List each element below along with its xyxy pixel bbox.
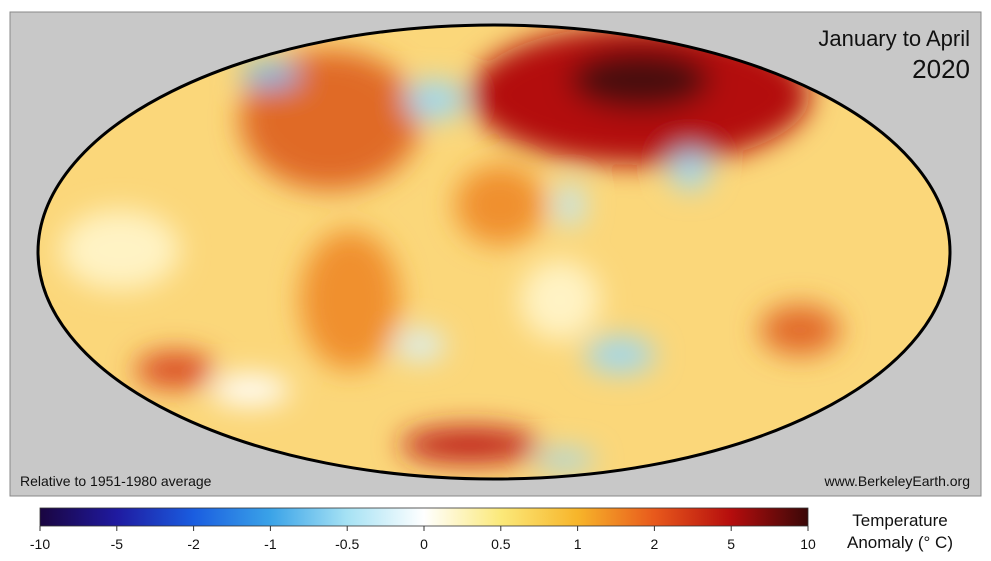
colorbar-ticks: -10 -5 -2 -1 -0.5 0 0.5 1 2 5 10 — [30, 526, 816, 552]
colorbar-title: Temperature — [852, 511, 947, 530]
colorbar-tick-label: 0 — [420, 536, 428, 552]
colorbar-tick-label: -5 — [111, 536, 124, 552]
globe-outline — [36, 23, 952, 481]
colorbar — [39, 507, 809, 527]
colorbar-tick-label: -2 — [187, 536, 200, 552]
title: January to April — [818, 26, 970, 51]
colorbar-tick-label: 0.5 — [491, 536, 511, 552]
source: www.BerkeleyEarth.org — [823, 473, 970, 489]
colorbar-tick-label: 1 — [574, 536, 582, 552]
anomaly-map — [38, 25, 950, 479]
colorbar-tick-label: -1 — [264, 536, 277, 552]
baseline-note: Relative to 1951-1980 average — [20, 473, 212, 489]
colorbar-tick-label: 2 — [651, 536, 659, 552]
colorbar-tick-label: -10 — [30, 536, 50, 552]
colorbar-tick-label: 10 — [800, 536, 816, 552]
colorbar-tick-label: 5 — [727, 536, 735, 552]
year: 2020 — [912, 54, 970, 84]
colorbar-tick-label: -0.5 — [335, 536, 359, 552]
colorbar-title: Anomaly (° C) — [847, 533, 953, 552]
